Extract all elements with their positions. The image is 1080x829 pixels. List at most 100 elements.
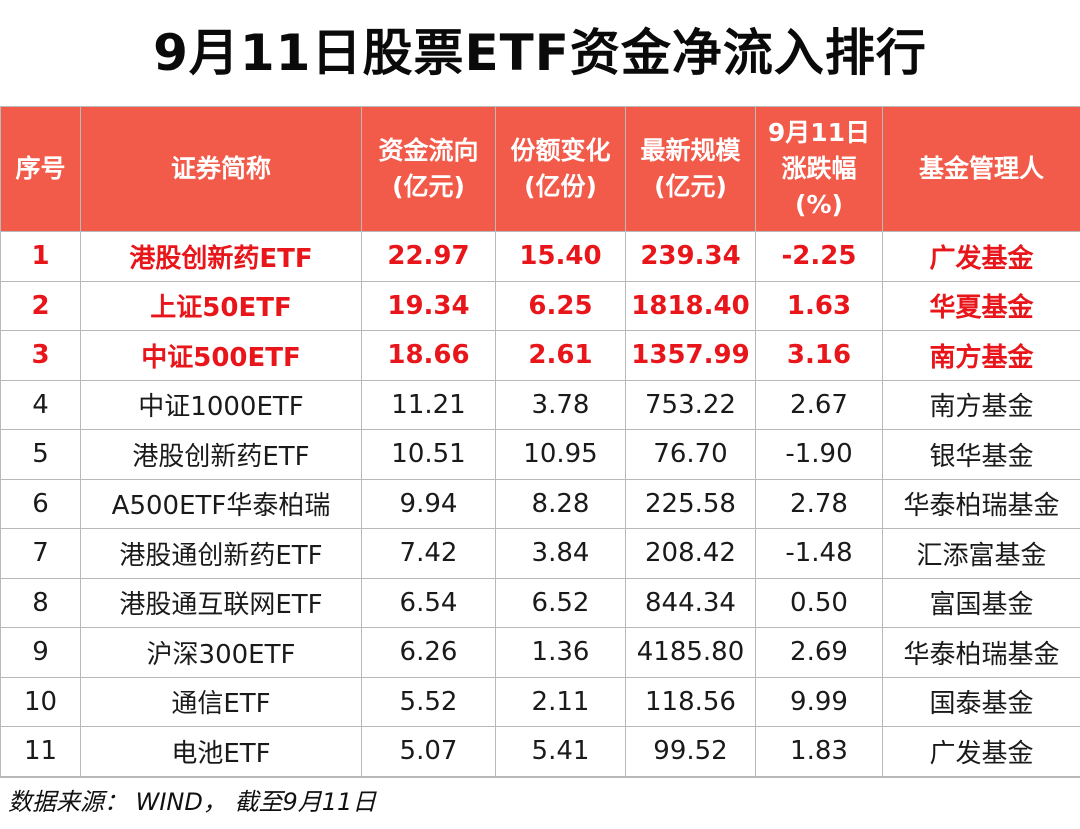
cell-change: 1.83	[755, 726, 883, 777]
cell-flow: 5.52	[361, 676, 496, 727]
cell-scale: 208.42	[625, 528, 756, 579]
cell-share: 1.36	[495, 627, 626, 678]
cell-change: 1.63	[755, 280, 883, 331]
header-change: 9月11日 涨跌幅 (%)	[755, 106, 883, 232]
cell-manager: 南方基金	[882, 379, 1080, 430]
cell-rank: 3	[0, 330, 81, 381]
cell-name: 港股通创新药ETF	[80, 528, 362, 579]
table-body: 1 港股创新药ETF 22.97 15.40 239.34 -2.25 广发基金…	[0, 231, 1080, 777]
cell-rank: 1	[0, 231, 81, 282]
etf-ranking-table: 序号 证券简称 资金流向 (亿元) 份额变化 (亿份) 最新规模 (亿元) 9月…	[0, 106, 1080, 777]
cell-change: 9.99	[755, 676, 883, 727]
cell-share: 3.84	[495, 528, 626, 579]
cell-share: 3.78	[495, 379, 626, 430]
page-title: 9月11日股票ETF资金净流入排行	[153, 24, 927, 82]
header-share: 份额变化 (亿份)	[495, 106, 626, 232]
data-source-note: 数据来源： WIND， 截至9月11日	[0, 776, 1080, 826]
cell-change: -2.25	[755, 231, 883, 282]
cell-flow: 10.51	[361, 429, 496, 480]
header-flow-line2: (亿元)	[392, 172, 465, 201]
table-row: 2 上证50ETF 19.34 6.25 1818.40 1.63 华夏基金	[0, 280, 1080, 331]
cell-manager: 广发基金	[882, 726, 1080, 777]
table-row: 6 A500ETF华泰柏瑞 9.94 8.28 225.58 2.78 华泰柏瑞…	[0, 478, 1080, 529]
header-rank: 序号	[0, 106, 81, 232]
cell-name: 电池ETF	[80, 726, 362, 777]
cell-share: 10.95	[495, 429, 626, 480]
table-header-row: 序号 证券简称 资金流向 (亿元) 份额变化 (亿份) 最新规模 (亿元) 9月…	[0, 106, 1080, 232]
cell-change: 2.67	[755, 379, 883, 430]
cell-manager: 富国基金	[882, 577, 1080, 628]
cell-name: 通信ETF	[80, 676, 362, 727]
cell-flow: 5.07	[361, 726, 496, 777]
cell-name: A500ETF华泰柏瑞	[80, 478, 362, 529]
cell-name: 中证1000ETF	[80, 379, 362, 430]
cell-scale: 844.34	[625, 577, 756, 628]
cell-scale: 753.22	[625, 379, 756, 430]
cell-share: 2.61	[495, 330, 626, 381]
cell-flow: 22.97	[361, 231, 496, 282]
cell-flow: 11.21	[361, 379, 496, 430]
cell-manager: 广发基金	[882, 231, 1080, 282]
cell-name: 港股创新药ETF	[80, 429, 362, 480]
cell-flow: 18.66	[361, 330, 496, 381]
table-row: 4 中证1000ETF 11.21 3.78 753.22 2.67 南方基金	[0, 379, 1080, 430]
cell-flow: 6.26	[361, 627, 496, 678]
cell-flow: 19.34	[361, 280, 496, 331]
header-share-line1: 份额变化	[510, 136, 611, 165]
cell-rank: 6	[0, 478, 81, 529]
cell-change: 2.78	[755, 478, 883, 529]
table-row: 1 港股创新药ETF 22.97 15.40 239.34 -2.25 广发基金	[0, 231, 1080, 282]
cell-scale: 76.70	[625, 429, 756, 480]
cell-scale: 99.52	[625, 726, 756, 777]
cell-name: 沪深300ETF	[80, 627, 362, 678]
cell-change: 2.69	[755, 627, 883, 678]
cell-rank: 2	[0, 280, 81, 331]
cell-manager: 南方基金	[882, 330, 1080, 381]
cell-name: 上证50ETF	[80, 280, 362, 331]
cell-rank: 4	[0, 379, 81, 430]
table-row: 5 港股创新药ETF 10.51 10.95 76.70 -1.90 银华基金	[0, 429, 1080, 480]
cell-share: 2.11	[495, 676, 626, 727]
table-row: 9 沪深300ETF 6.26 1.36 4185.80 2.69 华泰柏瑞基金	[0, 627, 1080, 678]
cell-manager: 银华基金	[882, 429, 1080, 480]
header-scale-line2: (亿元)	[654, 172, 727, 201]
header-scale-line1: 最新规模	[640, 136, 741, 165]
cell-flow: 6.54	[361, 577, 496, 628]
table-row: 3 中证500ETF 18.66 2.61 1357.99 3.16 南方基金	[0, 330, 1080, 381]
cell-flow: 9.94	[361, 478, 496, 529]
cell-name: 港股创新药ETF	[80, 231, 362, 282]
cell-scale: 118.56	[625, 676, 756, 727]
table-row: 11 电池ETF 5.07 5.41 99.52 1.83 广发基金	[0, 726, 1080, 777]
cell-rank: 8	[0, 577, 81, 628]
cell-flow: 7.42	[361, 528, 496, 579]
cell-scale: 1357.99	[625, 330, 756, 381]
cell-rank: 11	[0, 726, 81, 777]
cell-change: -1.90	[755, 429, 883, 480]
header-flow: 资金流向 (亿元)	[361, 106, 496, 232]
cell-share: 6.25	[495, 280, 626, 331]
cell-share: 15.40	[495, 231, 626, 282]
cell-manager: 华泰柏瑞基金	[882, 478, 1080, 529]
cell-share: 5.41	[495, 726, 626, 777]
cell-scale: 225.58	[625, 478, 756, 529]
cell-manager: 汇添富基金	[882, 528, 1080, 579]
cell-manager: 华夏基金	[882, 280, 1080, 331]
cell-manager: 华泰柏瑞基金	[882, 627, 1080, 678]
table-row: 10 通信ETF 5.52 2.11 118.56 9.99 国泰基金	[0, 676, 1080, 727]
cell-rank: 5	[0, 429, 81, 480]
cell-scale: 239.34	[625, 231, 756, 282]
cell-rank: 10	[0, 676, 81, 727]
cell-name: 中证500ETF	[80, 330, 362, 381]
cell-share: 6.52	[495, 577, 626, 628]
cell-manager: 国泰基金	[882, 676, 1080, 727]
header-scale: 最新规模 (亿元)	[625, 106, 756, 232]
header-name: 证券简称	[80, 106, 362, 232]
cell-rank: 7	[0, 528, 81, 579]
header-flow-line1: 资金流向	[378, 136, 479, 165]
header-change-line1: 9月11日	[767, 118, 871, 147]
header-manager: 基金管理人	[882, 106, 1080, 232]
cell-change: 3.16	[755, 330, 883, 381]
table-row: 7 港股通创新药ETF 7.42 3.84 208.42 -1.48 汇添富基金	[0, 528, 1080, 579]
cell-rank: 9	[0, 627, 81, 678]
